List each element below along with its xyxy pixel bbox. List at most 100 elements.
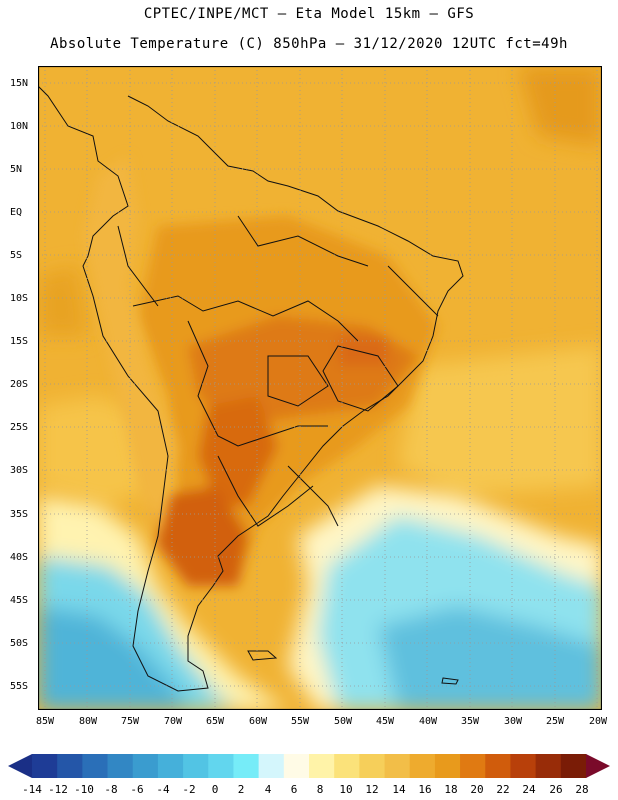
- colorbar-cell: [560, 754, 587, 778]
- lat-label-10s: 10S: [10, 293, 29, 304]
- lat-label-15n: 15N: [10, 78, 29, 89]
- lon-label-60w: 60W: [248, 716, 268, 727]
- lon-label-55w: 55W: [290, 716, 310, 727]
- colorbar-cell: [384, 754, 411, 778]
- lon-label-50w: 50W: [333, 716, 353, 727]
- lat-label-40s: 40S: [10, 552, 29, 563]
- colorbar-label: 28: [575, 783, 589, 796]
- lat-label-10n: 10N: [10, 121, 29, 132]
- border-north: [237, 215, 369, 267]
- colorbar-cell: [485, 754, 511, 778]
- field-colder-pacific: [38, 606, 188, 710]
- colorbar-left-arrow: [8, 754, 32, 778]
- lon-label-85w: 85W: [35, 716, 55, 727]
- border-paraguay: [217, 455, 314, 527]
- title-line-1: CPTEC/INPE/MCT – Eta Model 15km – GFS: [143, 6, 475, 22]
- lon-label-40w: 40W: [418, 716, 438, 727]
- colorbar-label: -14: [22, 783, 42, 796]
- colorbar-cell: [157, 754, 184, 778]
- lat-label-50s: 50S: [10, 638, 29, 649]
- colorbar-cell: [309, 754, 335, 778]
- temperature-map: [37, 65, 603, 711]
- lat-label-25s: 25S: [10, 422, 29, 433]
- colorbar-cell: [183, 754, 209, 778]
- colorbar-cell: [283, 754, 310, 778]
- colorbar-cell: [334, 754, 360, 778]
- field-hot-goias: [338, 336, 388, 366]
- colorbar-label: 4: [264, 783, 272, 796]
- lat-label-35s: 35S: [10, 509, 29, 520]
- colorbar-cell: [107, 754, 134, 778]
- lon-label-80w: 80W: [78, 716, 98, 727]
- lat-label-eq: EQ: [10, 207, 23, 218]
- lon-label-25w: 25W: [545, 716, 565, 727]
- south-georgia: [441, 677, 459, 685]
- field-hot-chaco: [198, 396, 278, 506]
- colorbar-label: -8: [104, 783, 118, 796]
- colorbar-label: 6: [290, 783, 298, 796]
- colorbar: [8, 754, 610, 778]
- colorbar-cell: [208, 754, 234, 778]
- lon-label-35w: 35W: [460, 716, 480, 727]
- colorbar-label: 16: [418, 783, 432, 796]
- colorbar-cell: [434, 754, 461, 778]
- lat-label-45s: 45S: [10, 595, 29, 606]
- colorbar-cell: [535, 754, 562, 778]
- colorbar-label: 12: [365, 783, 379, 796]
- colorbar-cell: [409, 754, 436, 778]
- colorbar-label: 0: [211, 783, 219, 796]
- border-state: [322, 345, 399, 412]
- map-frame: [37, 65, 603, 711]
- colorbar-cell: [82, 754, 108, 778]
- colorbar-label: 2: [237, 783, 245, 796]
- colorbar-label: 20: [470, 783, 484, 796]
- lon-label-65w: 65W: [205, 716, 225, 727]
- field-hot-patagonia: [158, 486, 248, 586]
- lat-label-15s: 15S: [10, 336, 29, 347]
- lat-label-5n: 5N: [10, 164, 23, 175]
- grid-lines: [38, 66, 602, 710]
- colorbar-label: 22: [496, 783, 510, 796]
- colorbar-cell: [258, 754, 285, 778]
- colorbar-label: 26: [549, 783, 563, 796]
- colorbar-label: -10: [74, 783, 94, 796]
- colorbar-cell: [510, 754, 537, 778]
- colorbar-cell: [57, 754, 83, 778]
- field-andes: [83, 156, 178, 536]
- border-state-3: [387, 265, 439, 317]
- field-band-atlantic: [398, 346, 602, 496]
- lat-label-30s: 30S: [10, 465, 29, 476]
- colorbar-cell: [359, 754, 385, 778]
- lat-label-5s: 5S: [10, 250, 23, 261]
- colorbar-label: 8: [316, 783, 324, 796]
- colorbar-cell: [233, 754, 260, 778]
- colorbar-cells: [32, 754, 587, 778]
- map-svg: [37, 65, 603, 711]
- field-warm-pacific: [38, 266, 88, 336]
- colorbar-label: -6: [130, 783, 144, 796]
- border-bolivia: [187, 320, 328, 447]
- colorbar-label: -12: [48, 783, 68, 796]
- lon-label-30w: 30W: [503, 716, 523, 727]
- colorbar-label: 18: [444, 783, 458, 796]
- colorbar-label: 14: [392, 783, 406, 796]
- lon-label-20w: 20W: [588, 716, 608, 727]
- falklands: [247, 650, 278, 661]
- lat-label-55s: 55S: [10, 681, 29, 692]
- title-line-2: Absolute Temperature (C) 850hPa – 31/12/…: [50, 36, 568, 52]
- colorbar-cell: [460, 754, 486, 778]
- colorbar-label: 24: [522, 783, 536, 796]
- lon-label-45w: 45W: [375, 716, 395, 727]
- border-uruguay: [287, 465, 339, 527]
- field-colder-atlantic: [378, 606, 602, 710]
- border-ecuador: [117, 225, 159, 307]
- colorbar-label: -4: [156, 783, 170, 796]
- borders: [38, 85, 464, 692]
- border-amazon: [132, 295, 359, 342]
- lat-label-20s: 20S: [10, 379, 29, 390]
- border-state-2: [267, 355, 329, 407]
- colorbar-right-arrow: [586, 754, 610, 778]
- colorbar-label: -2: [182, 783, 196, 796]
- field-warm-ne: [518, 66, 602, 146]
- lon-label-75w: 75W: [120, 716, 140, 727]
